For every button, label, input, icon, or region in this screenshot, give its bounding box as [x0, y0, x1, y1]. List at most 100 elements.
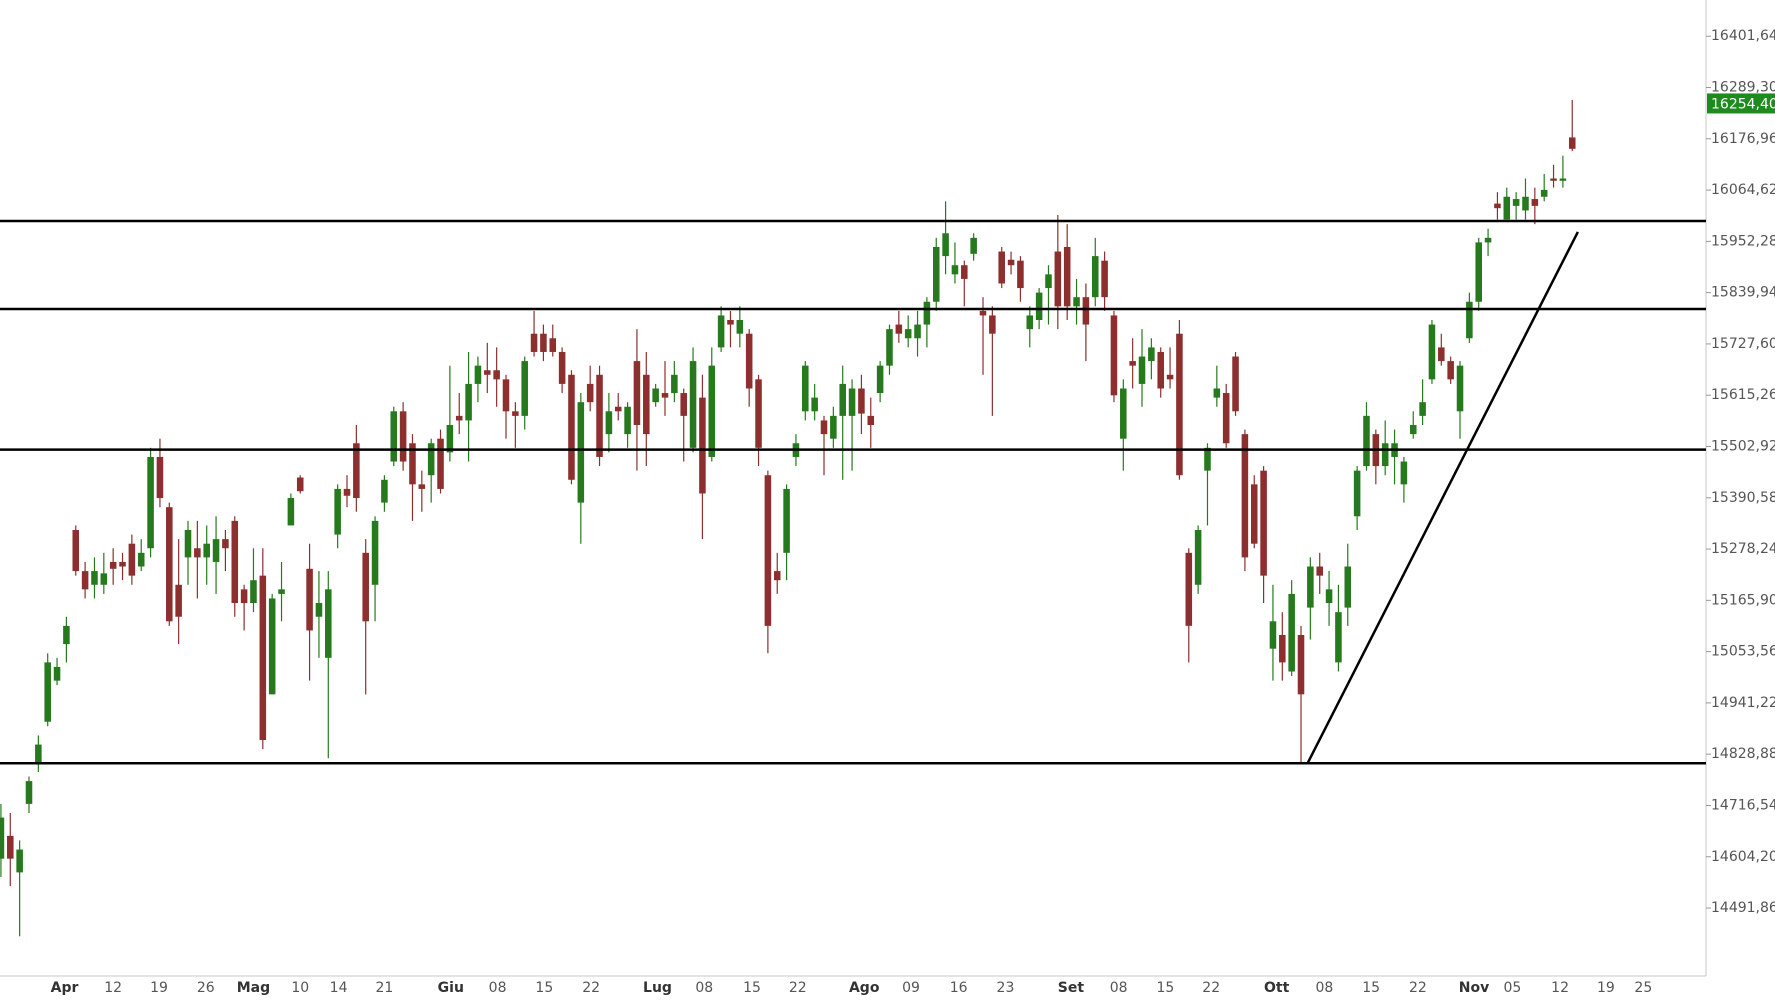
candle-body	[848, 388, 856, 416]
x-tick-label: 08	[695, 980, 713, 996]
x-tick-label: 12	[104, 980, 122, 996]
candle-body	[1344, 566, 1352, 608]
candle-body	[764, 475, 772, 626]
candle-body	[184, 529, 192, 558]
candle-body	[1269, 621, 1277, 649]
candle-body	[773, 571, 781, 581]
x-tick-label: 26	[197, 980, 215, 996]
candle-body	[1073, 297, 1080, 307]
candle-body	[222, 539, 229, 549]
candle-body	[708, 365, 716, 457]
candle-body	[1129, 361, 1136, 366]
candle-body	[240, 589, 248, 604]
candle-body	[1494, 203, 1501, 209]
candle-body	[231, 520, 239, 604]
candle-body	[989, 315, 996, 334]
y-tick-label: 14941,22	[1711, 695, 1775, 711]
candle-body	[1484, 237, 1492, 243]
x-tick-label: 08	[489, 980, 507, 996]
candle-body	[250, 580, 257, 604]
candle-body	[0, 817, 5, 859]
candle-body	[961, 265, 968, 279]
candle-body	[455, 415, 463, 421]
candle-body	[1026, 315, 1034, 330]
candle-body	[839, 383, 846, 416]
x-tick-label: 08	[1315, 980, 1333, 996]
x-tick-label: Giu	[438, 980, 464, 996]
x-tick-label: Mag	[237, 980, 270, 996]
x-tick-label: 22	[1409, 980, 1427, 996]
candle-body	[25, 781, 33, 804]
candle-body	[296, 477, 304, 492]
candle-body	[979, 310, 987, 316]
y-tick-label: 14491,86	[1711, 900, 1775, 916]
x-tick-label: Nov	[1459, 980, 1489, 996]
x-tick-label: 15	[535, 980, 553, 996]
candle-body	[409, 443, 416, 485]
candle-body	[91, 571, 98, 585]
x-tick-label: Apr	[51, 980, 79, 996]
candle-body	[1213, 388, 1221, 398]
candle-body	[465, 383, 472, 421]
candle-body	[886, 329, 893, 366]
candle-body	[1522, 196, 1529, 211]
candle-body	[147, 456, 154, 549]
candle-body	[1185, 552, 1193, 626]
candle-body	[156, 456, 164, 499]
x-tick-label: Lug	[643, 980, 672, 996]
candle-body	[1279, 634, 1286, 663]
x-tick-label: 22	[582, 980, 600, 996]
candle-body	[1335, 612, 1342, 663]
candle-body	[633, 361, 641, 426]
candle-body	[1250, 484, 1258, 544]
candle-body	[1353, 470, 1361, 517]
candle-body	[1260, 470, 1267, 576]
x-tick-label: 10	[291, 980, 309, 996]
candle-body	[586, 383, 594, 403]
candle-body	[1232, 356, 1239, 412]
candle-body	[1110, 315, 1118, 396]
candle-body	[119, 561, 126, 567]
y-tick-label: 15278,24	[1711, 541, 1775, 557]
candle-body	[1540, 189, 1548, 197]
y-tick-label: 15502,92	[1711, 438, 1775, 454]
candle-body	[1447, 361, 1454, 380]
candle-body	[35, 744, 42, 763]
candle-body	[16, 849, 23, 873]
candle-body	[1316, 566, 1323, 576]
candle-body	[717, 315, 725, 348]
candle-body	[512, 411, 519, 416]
x-tick-label: 05	[1503, 980, 1521, 996]
candle-body	[727, 320, 734, 325]
candle-body	[577, 402, 585, 503]
candle-body	[820, 420, 828, 435]
candle-body	[1204, 447, 1211, 471]
candle-body	[1157, 351, 1164, 389]
x-tick-label: 09	[902, 980, 920, 996]
x-tick-label: 15	[743, 980, 761, 996]
candle-body	[137, 552, 145, 567]
candle-body	[381, 479, 388, 503]
candle-body	[474, 365, 482, 384]
y-tick-label: 14604,20	[1711, 849, 1775, 865]
candle-body	[932, 246, 940, 302]
candle-body	[998, 251, 1005, 284]
y-tick-label: 16176,96	[1711, 131, 1775, 147]
candle-body	[1297, 634, 1305, 695]
candle-body	[268, 598, 276, 695]
candle-body	[1428, 324, 1436, 380]
candle-body	[446, 425, 454, 453]
y-tick-label: 16401,64	[1711, 28, 1775, 44]
candle-body	[802, 365, 809, 412]
candle-body	[353, 443, 360, 499]
candle-body	[699, 397, 706, 494]
candle-body	[259, 575, 267, 740]
candle-body	[502, 379, 510, 412]
x-tick-label: Set	[1058, 980, 1085, 996]
candle-body	[1101, 260, 1108, 298]
candle-body	[568, 374, 575, 480]
candle-body	[558, 351, 566, 384]
trend-line	[1306, 231, 1579, 764]
candle-body	[1381, 443, 1389, 467]
candle-body	[390, 411, 398, 462]
